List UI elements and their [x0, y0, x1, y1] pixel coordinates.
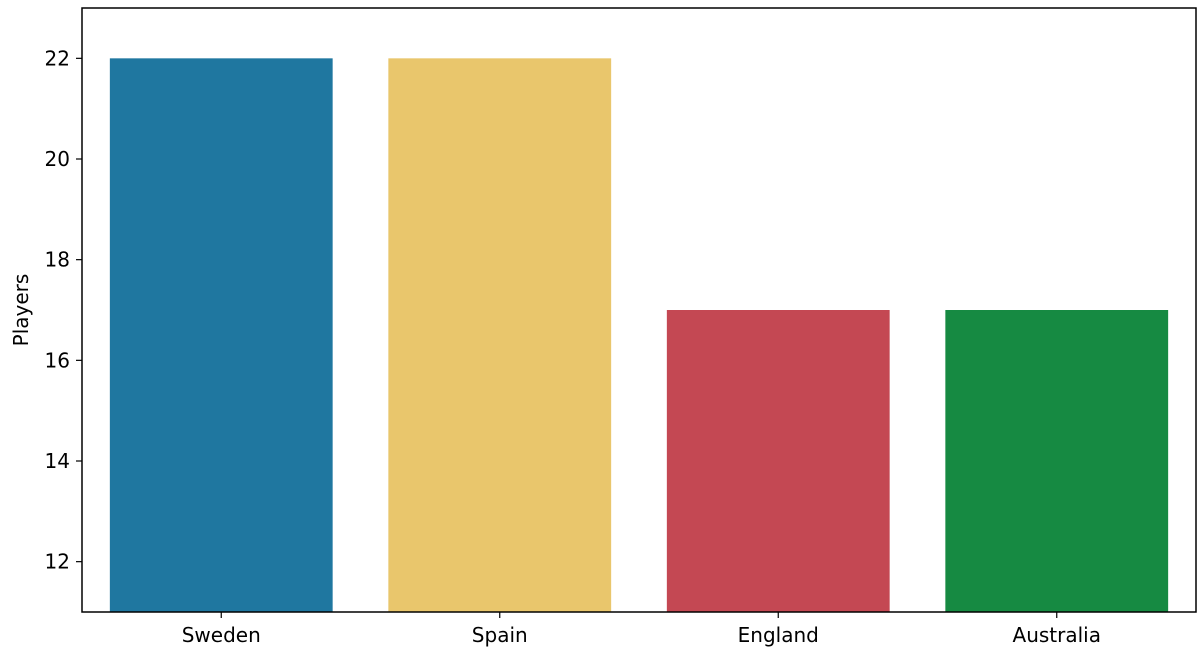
- x-tick-label: Spain: [472, 623, 528, 647]
- bar-england: [666, 310, 890, 612]
- y-tick-label: 14: [45, 449, 70, 473]
- y-tick-label: 12: [45, 550, 70, 574]
- y-tick-label: 16: [45, 348, 70, 372]
- y-tick-label: 20: [45, 147, 70, 171]
- x-tick-label: Australia: [1013, 623, 1101, 647]
- y-axis-ticks: 12 14 16 18 20 22: [45, 46, 82, 574]
- bars-group: [109, 58, 1169, 613]
- y-axis-title: Players: [9, 274, 33, 347]
- bar-sweden: [109, 58, 333, 613]
- y-tick-label: 18: [45, 248, 70, 272]
- bar-australia: [945, 310, 1169, 612]
- x-tick-label: England: [738, 623, 819, 647]
- bar-spain: [388, 58, 612, 613]
- y-tick-label: 22: [45, 46, 70, 70]
- x-tick-label: Sweden: [182, 623, 261, 647]
- plot-frame: [81, 7, 1197, 613]
- x-axis-ticks: Sweden Spain England Australia: [182, 612, 1101, 647]
